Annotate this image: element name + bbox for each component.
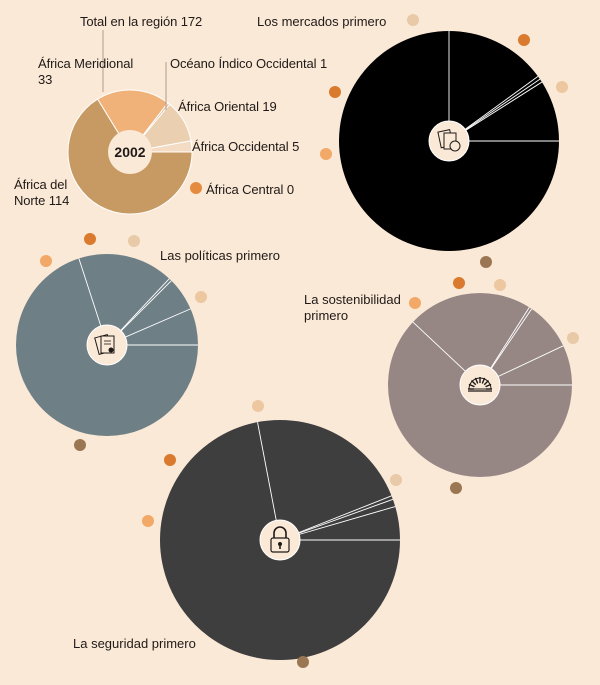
total-label: Total en la región 172 <box>80 14 203 29</box>
label-southern-africa: África Meridional 33 <box>38 56 134 87</box>
region-marker-north <box>297 656 309 668</box>
region-marker-southern <box>40 255 52 267</box>
slice-southern-africa <box>97 89 169 153</box>
lock-shackle <box>273 526 287 538</box>
region-marker-eastern <box>390 474 402 486</box>
keyhole-slot <box>279 544 281 549</box>
central-africa-marker <box>190 182 202 194</box>
region-marker-indian <box>164 454 176 466</box>
sun-ray <box>468 383 475 388</box>
pie-policy-first <box>16 233 207 451</box>
region-marker-western <box>556 81 568 93</box>
scenario-title-markets: Los mercados primero <box>257 14 387 29</box>
sun-ray <box>471 380 477 386</box>
label-central-africa: África Central 0 <box>206 182 294 197</box>
pie-sustainability-first <box>388 277 579 494</box>
region-marker-indian <box>518 34 530 46</box>
region-marker-north <box>74 439 86 451</box>
region-marker-southern <box>320 148 332 160</box>
region-marker-eastern <box>407 14 419 26</box>
pie-markets-first <box>320 14 568 268</box>
region-marker-southern <box>409 297 421 309</box>
sun-ray <box>483 380 489 386</box>
sunrise-icon <box>468 377 492 392</box>
region-marker-eastern <box>567 332 579 344</box>
chart-2002: 2002 <box>67 30 202 215</box>
scenario-title-sustainability: La sostenibilidad primero <box>304 292 401 323</box>
region-marker-eastern <box>128 235 140 247</box>
region-marker-indian <box>453 277 465 289</box>
coin <box>449 140 461 152</box>
sun-ray <box>485 383 492 388</box>
donut-hole <box>108 130 152 174</box>
region-marker-southern <box>142 515 154 527</box>
chart-year-label: 2002 <box>114 144 145 160</box>
sun-ray <box>481 377 486 384</box>
sun-ray <box>474 377 479 384</box>
seal <box>108 347 114 353</box>
padlock-icon <box>270 526 290 553</box>
region-marker-western <box>252 400 264 412</box>
label-northern-africa: África del Norte 114 <box>14 177 70 208</box>
scenario-title-policy: Las políticas primero <box>160 248 280 263</box>
scenario-title-security: La seguridad primero <box>73 636 196 651</box>
region-marker-north <box>450 482 462 494</box>
label-indian-ocean: Océano Índico Occidental 1 <box>170 56 328 71</box>
policy-documents-icon <box>94 333 115 355</box>
label-western-africa: África Occidental 5 <box>192 139 300 154</box>
market-documents-icon <box>437 129 461 152</box>
region-marker-western <box>195 291 207 303</box>
region-marker-western <box>494 279 506 291</box>
region-marker-indian <box>329 86 341 98</box>
pie-security-first <box>142 400 402 668</box>
region-marker-north <box>480 256 492 268</box>
region-marker-indian <box>84 233 96 245</box>
label-eastern-africa: África Oriental 19 <box>178 99 277 114</box>
